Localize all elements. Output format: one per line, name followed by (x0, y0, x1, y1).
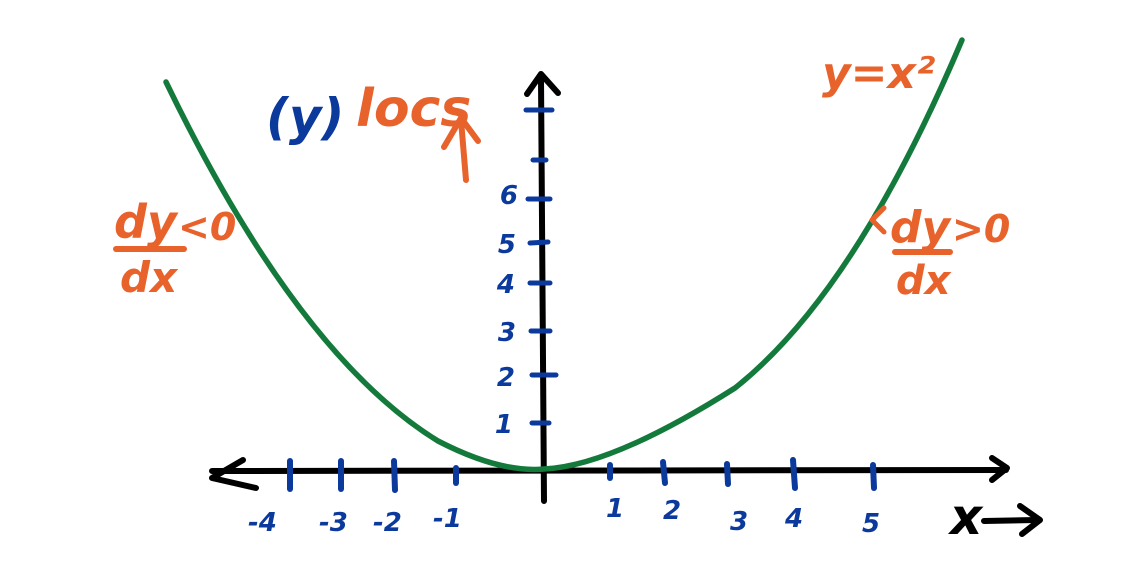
x-tick-label: 3 (730, 507, 748, 537)
right-slope-annotation: dy >0 dx (869, 202, 1010, 304)
y-tick-label: 4 (496, 270, 515, 300)
x-axis-title: x (947, 488, 1043, 546)
x-tick-label: 5 (862, 509, 880, 539)
y-tick-label: 5 (498, 230, 516, 260)
x-tick-mark (790, 457, 798, 491)
x-tick-mark (724, 461, 731, 487)
y-tick-label: 6 (500, 181, 518, 211)
left-slope-denominator: dx (120, 253, 179, 302)
y-tick-marks (523, 107, 559, 426)
left-slope-annotation: dy <0 dx (113, 195, 236, 302)
y-tick-label: 3 (498, 318, 516, 348)
x-tick-label: -3 (319, 508, 348, 538)
y-tick-label: 2 (497, 363, 515, 393)
y-tick-labels: 1 2 3 4 5 6 (495, 181, 518, 440)
x-tick-label: -2 (373, 508, 402, 538)
x-tick-label: -1 (433, 504, 462, 534)
left-pointer-icon (869, 205, 887, 235)
x-tick-label: -4 (248, 508, 277, 538)
y-axis-title: (y) locs (266, 79, 481, 183)
y-axis-line (538, 75, 547, 504)
x-axis-label: x (947, 488, 984, 546)
right-slope-denominator: dx (896, 258, 952, 304)
x-tick-label: 4 (784, 504, 803, 534)
curve-label: y=x² (822, 48, 935, 99)
y-tick-label: 1 (495, 410, 513, 440)
right-slope-numerator: dy (890, 202, 952, 253)
left-slope-numerator: dy (114, 195, 179, 249)
x-tick-labels: -4 -3 -2 -1 1 2 3 4 5 (248, 494, 880, 539)
x-tick-mark (870, 462, 877, 491)
x-tick-mark (391, 458, 398, 493)
x-axis-right-arrowhead (989, 455, 1010, 483)
up-arrow-icon (441, 115, 481, 183)
left-slope-inequality: <0 (178, 205, 236, 249)
y-axis-arrowhead (524, 71, 561, 97)
parabola-curve (163, 37, 965, 473)
x-axis-left-arrowhead (209, 457, 259, 491)
right-slope-inequality: >0 (952, 207, 1010, 251)
x-tick-marks (287, 457, 877, 493)
x-tick-label: 1 (606, 494, 624, 524)
x-tick-mark (660, 459, 668, 486)
y-axis (524, 71, 561, 504)
y-tick-mark (527, 239, 551, 246)
right-arrow-icon (981, 503, 1043, 537)
x-tick-label: 2 (663, 496, 681, 526)
y-axis-title-paren: (y) (266, 88, 344, 146)
